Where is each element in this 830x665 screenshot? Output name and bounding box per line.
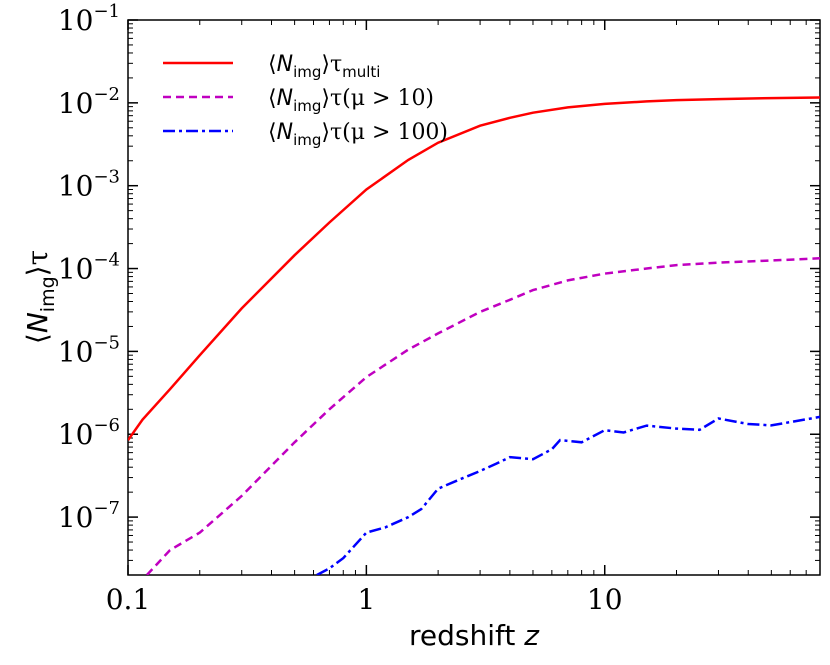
y-tick-label: 10−2 bbox=[58, 84, 120, 120]
x-axis-label-var: z bbox=[523, 619, 540, 652]
y-tick-label-exponent: −5 bbox=[93, 332, 120, 353]
legend-label-1-main: N bbox=[277, 52, 293, 77]
x-axis-label: redshift z bbox=[409, 619, 540, 652]
y-tick-label-base: 10 bbox=[58, 87, 94, 120]
legend-label-1-mid: ⟩τ bbox=[321, 52, 342, 77]
y-tick-label-base: 10 bbox=[58, 253, 94, 286]
y-axis-label: ⟨Nimg⟩τ bbox=[21, 250, 59, 344]
y-tick-labels: 10−710−610−510−410−310−210−1 bbox=[58, 1, 120, 534]
y-tick-label-exponent: −7 bbox=[93, 498, 120, 519]
y-axis-label-prefix: ⟨ bbox=[21, 333, 54, 344]
x-tick-labels: 0.1 1 10 bbox=[106, 583, 623, 616]
y-tick-label-exponent: −3 bbox=[93, 167, 120, 188]
major-ticks bbox=[127, 19, 820, 575]
y-tick-label-base: 10 bbox=[58, 4, 94, 37]
legend-label-1: ⟨Nimg⟩τmulti bbox=[268, 52, 380, 81]
minor-ticks bbox=[128, 20, 820, 575]
y-tick-label: 10−3 bbox=[58, 167, 120, 203]
legend-label-2: ⟨Nimg⟩τ(μ > 10) bbox=[268, 86, 434, 115]
y-axis-label-suffix: ⟩τ bbox=[21, 250, 54, 276]
legend-label-1-sub2: multi bbox=[342, 63, 380, 81]
legend-label-3-suffix: (μ > 100) bbox=[342, 120, 448, 145]
series-line-3 bbox=[316, 415, 820, 575]
plot-frame bbox=[127, 19, 821, 576]
y-tick-label-base: 10 bbox=[58, 501, 94, 534]
y-tick-label-exponent: −2 bbox=[93, 84, 120, 105]
legend-label-3-mid: ⟩τ bbox=[321, 120, 342, 145]
series-line-1 bbox=[128, 96, 820, 441]
y-tick-label-base: 10 bbox=[58, 418, 94, 451]
y-tick-label: 10−6 bbox=[58, 415, 120, 451]
y-tick-label-exponent: −6 bbox=[93, 415, 120, 436]
x-axis-label-main: redshift bbox=[409, 619, 524, 652]
x-tick-label: 10 bbox=[587, 583, 623, 616]
legend-label-3-main: N bbox=[277, 120, 293, 145]
legend-label-1-sub: img bbox=[293, 63, 321, 81]
legend-label-2-suffix: (μ > 10) bbox=[342, 86, 434, 111]
legend-label-2-sub: img bbox=[293, 97, 321, 115]
y-tick-label: 10−4 bbox=[58, 250, 120, 286]
y-axis-label-sub: img bbox=[37, 276, 59, 312]
y-tick-label: 10−7 bbox=[58, 498, 120, 534]
legend-label-1-prefix: ⟨ bbox=[268, 52, 277, 77]
legend: ⟨Nimg⟩τmulti⟨Nimg⟩τ(μ > 10)⟨Nimg⟩τ(μ > 1… bbox=[163, 52, 448, 149]
y-tick-label-exponent: −4 bbox=[93, 250, 120, 271]
plot-area bbox=[127, 19, 821, 576]
x-tick-label: 1 bbox=[357, 583, 375, 616]
legend-label-3-prefix: ⟨ bbox=[268, 120, 277, 145]
y-tick-label-base: 10 bbox=[58, 170, 94, 203]
legend-label-2-mid: ⟩τ bbox=[321, 86, 342, 111]
legend-label-2-main: N bbox=[277, 86, 293, 111]
series-line-2 bbox=[145, 257, 820, 575]
legend-label-2-prefix: ⟨ bbox=[268, 86, 277, 111]
legend-label-3: ⟨Nimg⟩τ(μ > 100) bbox=[268, 120, 448, 149]
y-tick-label: 10−1 bbox=[58, 1, 120, 37]
y-tick-label-base: 10 bbox=[58, 335, 94, 368]
legend-label-3-sub: img bbox=[293, 131, 321, 149]
y-tick-label-exponent: −1 bbox=[93, 1, 120, 22]
x-tick-label: 0.1 bbox=[106, 583, 151, 616]
series-group bbox=[128, 96, 820, 575]
y-tick-label: 10−5 bbox=[58, 332, 120, 368]
y-axis-label-main: N bbox=[21, 312, 54, 333]
